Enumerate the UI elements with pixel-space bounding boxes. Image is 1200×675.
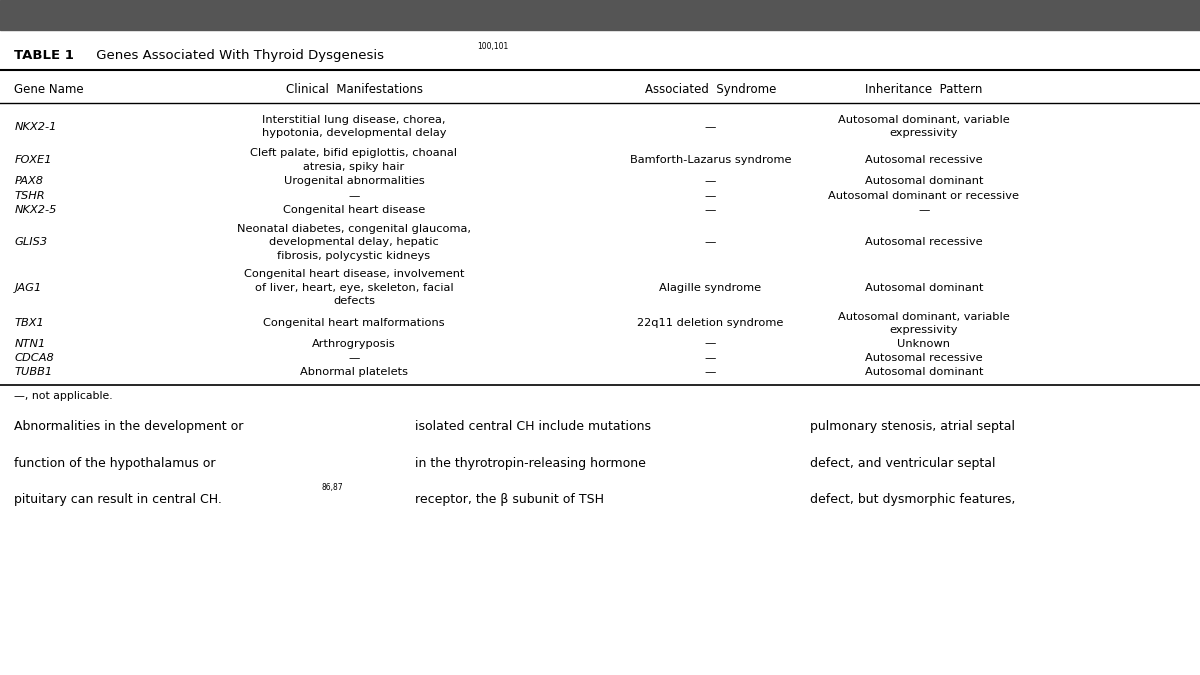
Text: —: — xyxy=(704,122,716,132)
Text: Unknown: Unknown xyxy=(898,339,950,348)
Text: TUBB1: TUBB1 xyxy=(14,367,53,377)
Text: Autosomal dominant: Autosomal dominant xyxy=(865,367,983,377)
Text: Congenital heart disease, involvement
of liver, heart, eye, skeleton, facial
def: Congenital heart disease, involvement of… xyxy=(244,269,464,306)
Text: Neonatal diabetes, congenital glaucoma,
developmental delay, hepatic
fibrosis, p: Neonatal diabetes, congenital glaucoma, … xyxy=(238,224,470,261)
Text: —: — xyxy=(704,353,716,362)
Text: Bamforth-Lazarus syndrome: Bamforth-Lazarus syndrome xyxy=(630,155,791,165)
Text: Arthrogryposis: Arthrogryposis xyxy=(312,339,396,348)
Text: NKX2-5: NKX2-5 xyxy=(14,205,56,215)
Text: —: — xyxy=(704,191,716,200)
Text: FOXE1: FOXE1 xyxy=(14,155,52,165)
Text: Urogenital abnormalities: Urogenital abnormalities xyxy=(283,176,425,186)
Text: —: — xyxy=(704,238,716,247)
Text: Inheritance  Pattern: Inheritance Pattern xyxy=(865,82,983,96)
Text: —: — xyxy=(348,353,360,362)
Text: Associated  Syndrome: Associated Syndrome xyxy=(644,82,776,96)
Text: Congenital heart malformations: Congenital heart malformations xyxy=(263,319,445,328)
Text: Autosomal dominant: Autosomal dominant xyxy=(865,176,983,186)
Text: pulmonary stenosis, atrial septal: pulmonary stenosis, atrial septal xyxy=(810,420,1015,433)
Text: JAG1: JAG1 xyxy=(14,283,42,292)
Text: Autosomal recessive: Autosomal recessive xyxy=(865,353,983,362)
Text: Abnormal platelets: Abnormal platelets xyxy=(300,367,408,377)
Text: Autosomal recessive: Autosomal recessive xyxy=(865,155,983,165)
Text: Autosomal dominant: Autosomal dominant xyxy=(865,283,983,292)
Text: —: — xyxy=(918,205,930,215)
Text: Cleft palate, bifid epiglottis, choanal
atresia, spiky hair: Cleft palate, bifid epiglottis, choanal … xyxy=(251,148,457,171)
Text: Clinical  Manifestations: Clinical Manifestations xyxy=(286,82,422,96)
Text: —: — xyxy=(704,367,716,377)
Text: Autosomal dominant, variable
expressivity: Autosomal dominant, variable expressivit… xyxy=(838,115,1010,138)
Text: Abnormalities in the development or: Abnormalities in the development or xyxy=(14,420,244,433)
Text: TABLE 1: TABLE 1 xyxy=(14,49,74,62)
Text: GLIS3: GLIS3 xyxy=(14,238,48,247)
Text: Interstitial lung disease, chorea,
hypotonia, developmental delay: Interstitial lung disease, chorea, hypot… xyxy=(262,115,446,138)
Text: Gene Name: Gene Name xyxy=(14,82,84,96)
Text: receptor, the β subunit of TSH: receptor, the β subunit of TSH xyxy=(415,493,605,506)
Text: TBX1: TBX1 xyxy=(14,319,44,328)
Text: PAX8: PAX8 xyxy=(14,176,43,186)
Text: Autosomal recessive: Autosomal recessive xyxy=(865,238,983,247)
Text: NKX2-1: NKX2-1 xyxy=(14,122,56,132)
Text: 100,101: 100,101 xyxy=(478,42,509,51)
Text: in the thyrotropin-releasing hormone: in the thyrotropin-releasing hormone xyxy=(415,456,646,470)
Text: NTN1: NTN1 xyxy=(14,339,46,348)
Text: 86,87: 86,87 xyxy=(322,483,343,492)
Text: Autosomal dominant or recessive: Autosomal dominant or recessive xyxy=(828,191,1020,200)
Text: pituitary can result in central CH.: pituitary can result in central CH. xyxy=(14,493,222,506)
Text: TSHR: TSHR xyxy=(14,191,46,200)
Text: CDCA8: CDCA8 xyxy=(14,353,54,362)
Text: Alagille syndrome: Alagille syndrome xyxy=(659,283,762,292)
Text: Autosomal dominant, variable
expressivity: Autosomal dominant, variable expressivit… xyxy=(838,312,1010,335)
Text: function of the hypothalamus or: function of the hypothalamus or xyxy=(14,456,216,470)
Text: —, not applicable.: —, not applicable. xyxy=(14,392,113,401)
Text: defect, but dysmorphic features,: defect, but dysmorphic features, xyxy=(810,493,1015,506)
Text: isolated central CH include mutations: isolated central CH include mutations xyxy=(415,420,652,433)
Text: Genes Associated With Thyroid Dysgenesis: Genes Associated With Thyroid Dysgenesis xyxy=(92,49,384,62)
Text: —: — xyxy=(704,176,716,186)
Text: —: — xyxy=(348,191,360,200)
Bar xyxy=(0,0,1200,30)
Text: Congenital heart disease: Congenital heart disease xyxy=(283,205,425,215)
Text: —: — xyxy=(704,339,716,348)
Text: —: — xyxy=(704,205,716,215)
Text: 22q11 deletion syndrome: 22q11 deletion syndrome xyxy=(637,319,784,328)
Text: defect, and ventricular septal: defect, and ventricular septal xyxy=(810,456,996,470)
